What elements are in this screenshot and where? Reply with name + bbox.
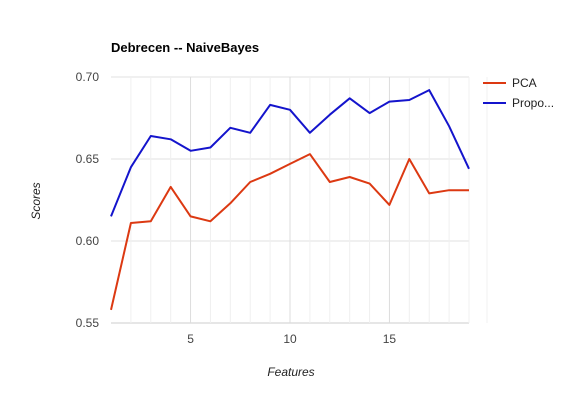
series-line-1 — [110, 89, 470, 217]
y-tick-labels: 0.55 0.60 0.65 0.70 — [76, 70, 100, 330]
x-tick-label: 5 — [187, 332, 194, 346]
y-tick-label: 0.60 — [76, 234, 100, 248]
grid — [111, 76, 488, 324]
x-tick-label: 10 — [283, 332, 297, 346]
x-tick-label: 15 — [383, 332, 397, 346]
series-lines — [110, 89, 470, 311]
y-tick-label: 0.65 — [76, 152, 100, 166]
legend-label: PCA — [512, 76, 537, 90]
x-tick-labels: 5 10 15 — [187, 332, 396, 346]
series-line-0 — [110, 153, 469, 311]
legend-label: Propo... — [512, 96, 554, 110]
y-axis-title: Scores — [29, 182, 43, 219]
legend: PCA Propo... — [483, 76, 554, 110]
x-axis-title: Features — [267, 365, 314, 379]
y-tick-label: 0.55 — [76, 316, 100, 330]
chart-title: Debrecen -- NaiveBayes — [111, 40, 259, 55]
y-tick-label: 0.70 — [76, 70, 100, 84]
